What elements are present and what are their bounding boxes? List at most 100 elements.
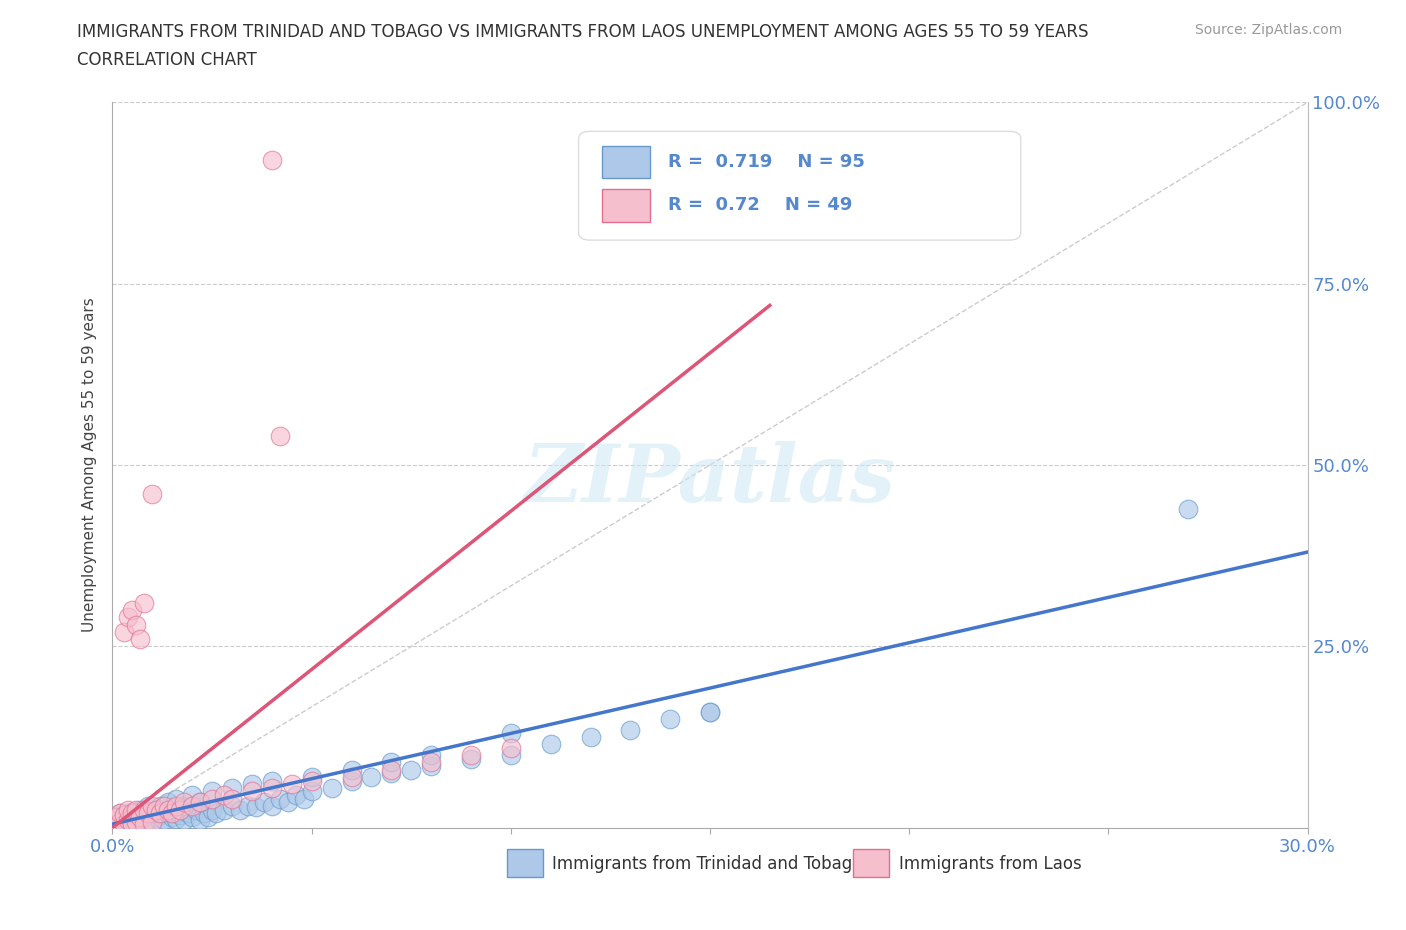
Point <box>145 809 167 824</box>
Point <box>162 805 183 820</box>
Point <box>173 813 195 828</box>
Point <box>121 805 143 820</box>
Point <box>129 809 152 824</box>
Point <box>125 812 148 827</box>
Point <box>114 815 135 830</box>
Point <box>125 618 148 632</box>
Point <box>129 807 152 822</box>
Point <box>360 769 382 784</box>
Point <box>121 805 143 820</box>
Point <box>141 817 163 831</box>
Point <box>105 809 128 824</box>
Point <box>138 799 160 814</box>
Point <box>141 815 163 830</box>
Point <box>157 802 180 817</box>
Point <box>188 795 211 810</box>
Point <box>186 802 208 817</box>
Point <box>105 817 128 831</box>
Point <box>420 755 443 770</box>
Point <box>212 788 235 803</box>
Point <box>499 748 522 763</box>
Point <box>460 748 482 763</box>
Point <box>165 791 187 806</box>
Point <box>149 805 172 820</box>
Text: CORRELATION CHART: CORRELATION CHART <box>77 51 257 69</box>
Bar <box>603 190 651 222</box>
Point <box>165 799 187 814</box>
Point <box>181 799 204 814</box>
Point <box>134 809 156 824</box>
Point <box>201 784 224 799</box>
Bar <box>508 849 543 877</box>
Point <box>153 799 176 814</box>
Point <box>125 804 148 819</box>
Point <box>114 807 135 822</box>
Point <box>125 815 148 830</box>
Point <box>134 809 156 824</box>
FancyBboxPatch shape <box>579 131 1021 240</box>
Point <box>105 817 128 831</box>
Point <box>110 815 132 830</box>
Point <box>157 805 180 820</box>
Point <box>169 802 191 817</box>
Point <box>240 784 263 799</box>
Point <box>121 813 143 828</box>
Point <box>260 773 283 788</box>
Point <box>114 624 135 639</box>
Point <box>134 817 156 831</box>
Point <box>157 795 180 810</box>
Point <box>173 795 195 810</box>
Point <box>134 817 156 831</box>
Point <box>193 805 215 820</box>
Text: Source: ZipAtlas.com: Source: ZipAtlas.com <box>1195 23 1343 37</box>
Point <box>499 726 522 741</box>
Text: R =  0.719    N = 95: R = 0.719 N = 95 <box>668 153 865 171</box>
Point <box>149 802 172 817</box>
Text: Immigrants from Trinidad and Tobago: Immigrants from Trinidad and Tobago <box>553 855 863 873</box>
Point <box>340 773 363 788</box>
Text: Immigrants from Laos: Immigrants from Laos <box>898 855 1081 873</box>
Point <box>260 799 283 814</box>
Point <box>205 805 228 820</box>
Point <box>138 813 160 828</box>
Point <box>181 809 204 824</box>
Point <box>145 802 167 817</box>
Point <box>121 817 143 831</box>
Point <box>165 812 187 827</box>
Point <box>699 704 721 719</box>
Point <box>121 818 143 833</box>
Point <box>117 813 139 828</box>
Point <box>110 805 132 820</box>
Point <box>301 773 323 788</box>
Point <box>110 817 132 831</box>
Point <box>138 804 160 819</box>
Point <box>260 780 283 795</box>
Point <box>197 809 219 824</box>
Point <box>117 805 139 820</box>
Text: IMMIGRANTS FROM TRINIDAD AND TOBAGO VS IMMIGRANTS FROM LAOS UNEMPLOYMENT AMONG A: IMMIGRANTS FROM TRINIDAD AND TOBAGO VS I… <box>77 23 1088 41</box>
Point <box>340 769 363 784</box>
Point <box>129 802 152 817</box>
Point <box>292 791 315 806</box>
Point <box>125 812 148 827</box>
Point <box>579 729 602 744</box>
Point <box>269 429 291 444</box>
Point <box>201 791 224 806</box>
Point <box>145 802 167 817</box>
Point <box>321 780 343 795</box>
Point <box>153 813 176 828</box>
Point <box>188 795 211 810</box>
Point <box>269 791 291 806</box>
Text: ZIPatlas: ZIPatlas <box>524 441 896 518</box>
Point <box>110 815 132 830</box>
Point <box>188 813 211 828</box>
Point <box>253 795 276 810</box>
Point <box>149 815 172 830</box>
Point <box>1177 501 1199 516</box>
Point <box>121 603 143 618</box>
Point <box>236 799 259 814</box>
Point <box>125 802 148 817</box>
Point <box>177 805 200 820</box>
Point <box>169 807 191 822</box>
Point <box>117 802 139 817</box>
